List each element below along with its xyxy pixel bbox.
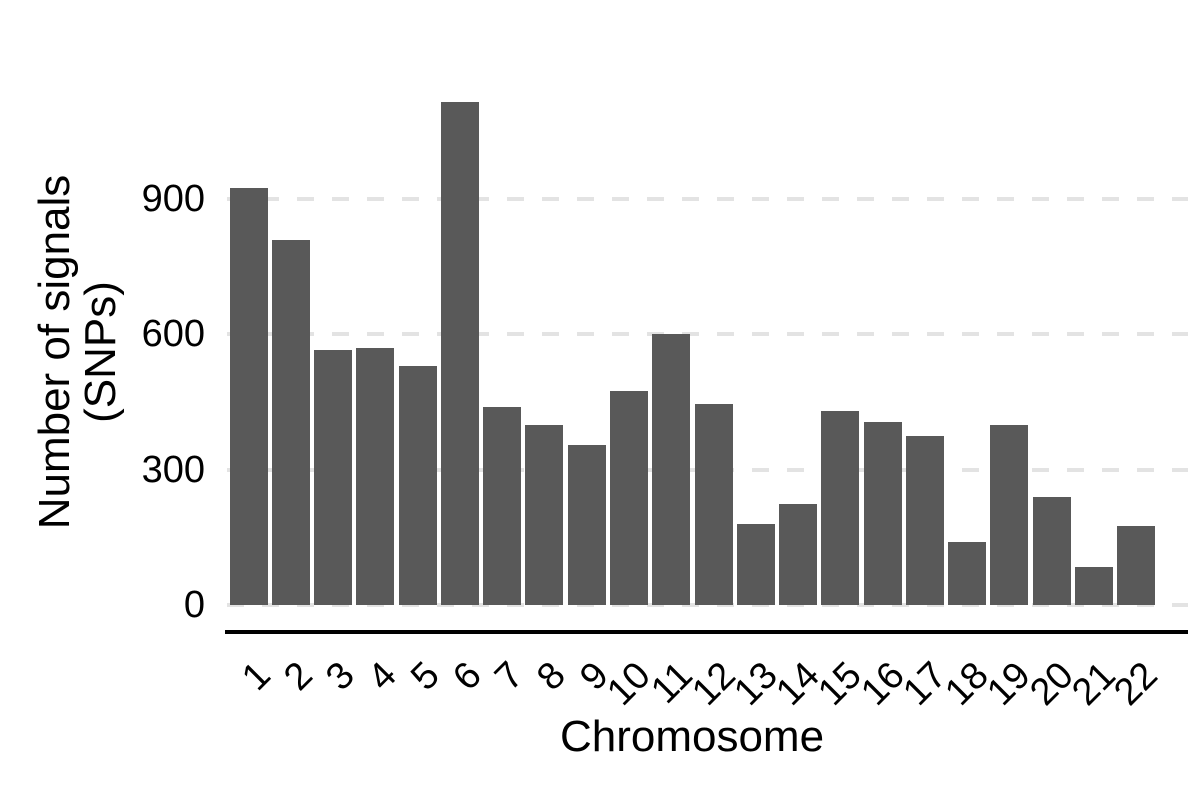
y-tick-label-0: 0 — [183, 584, 205, 626]
bar-chr-8 — [525, 424, 564, 605]
gridline-y-900 — [227, 197, 1188, 202]
bar-chr-17 — [905, 435, 944, 605]
bar-chr-14 — [779, 503, 817, 605]
gridline-y-600 — [227, 332, 1188, 337]
bar-chr-18 — [948, 541, 987, 605]
bar-chr-3 — [314, 350, 352, 605]
bar-chr-20 — [1032, 496, 1071, 605]
x-axis-line — [225, 630, 1188, 634]
y-tick-label-900: 900 — [141, 178, 205, 221]
bar-chr-2 — [271, 239, 310, 605]
gridline-y-0 — [227, 603, 1188, 607]
y-tick-label-600: 600 — [141, 313, 205, 356]
bar-chr-5 — [398, 366, 437, 605]
bar-chr-21 — [1074, 566, 1113, 605]
bar-chr-16 — [863, 422, 902, 605]
bar-chr-4 — [356, 347, 395, 605]
bar-chr-15 — [821, 411, 860, 605]
bar-chr-22 — [1117, 526, 1156, 605]
bar-chr-11 — [652, 334, 691, 605]
bar-chr-13 — [736, 523, 775, 605]
x-axis-title: Chromosome — [559, 712, 825, 761]
bar-chr-12 — [694, 404, 733, 605]
bar-chr-9 — [567, 444, 606, 605]
bar-chr-7 — [483, 406, 522, 605]
bar-chr-6 — [440, 102, 479, 605]
bar-chr-19 — [990, 424, 1029, 605]
bar-chr-1 — [229, 187, 268, 605]
y-tick-label-300: 300 — [141, 448, 205, 491]
bar-chr-10 — [609, 390, 648, 605]
